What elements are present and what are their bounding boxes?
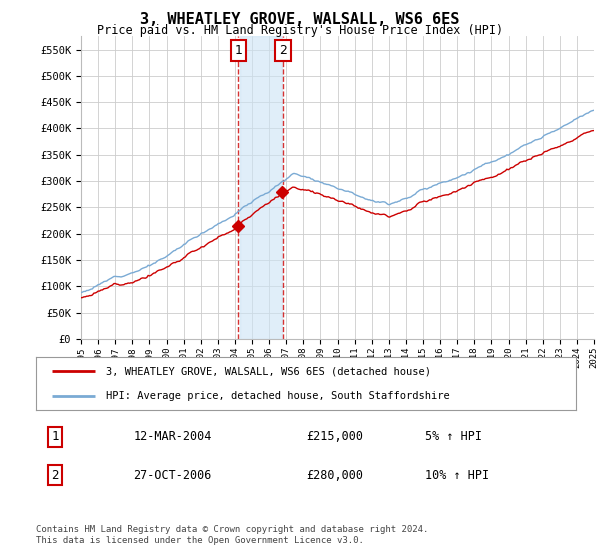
Text: Contains HM Land Registry data © Crown copyright and database right 2024.
This d: Contains HM Land Registry data © Crown c… bbox=[36, 525, 428, 545]
Text: 3, WHEATLEY GROVE, WALSALL, WS6 6ES: 3, WHEATLEY GROVE, WALSALL, WS6 6ES bbox=[140, 12, 460, 27]
Text: 3, WHEATLEY GROVE, WALSALL, WS6 6ES (detached house): 3, WHEATLEY GROVE, WALSALL, WS6 6ES (det… bbox=[106, 366, 431, 376]
Text: 10% ↑ HPI: 10% ↑ HPI bbox=[425, 469, 489, 482]
Text: 12-MAR-2004: 12-MAR-2004 bbox=[133, 431, 212, 444]
Text: HPI: Average price, detached house, South Staffordshire: HPI: Average price, detached house, Sout… bbox=[106, 390, 450, 400]
Text: 1: 1 bbox=[51, 431, 59, 444]
Text: £215,000: £215,000 bbox=[306, 431, 363, 444]
Text: 2: 2 bbox=[279, 44, 287, 57]
Text: 27-OCT-2006: 27-OCT-2006 bbox=[133, 469, 212, 482]
Text: 1: 1 bbox=[235, 44, 242, 57]
Text: £280,000: £280,000 bbox=[306, 469, 363, 482]
Text: 2: 2 bbox=[51, 469, 59, 482]
Text: Price paid vs. HM Land Registry's House Price Index (HPI): Price paid vs. HM Land Registry's House … bbox=[97, 24, 503, 36]
Text: 5% ↑ HPI: 5% ↑ HPI bbox=[425, 431, 482, 444]
